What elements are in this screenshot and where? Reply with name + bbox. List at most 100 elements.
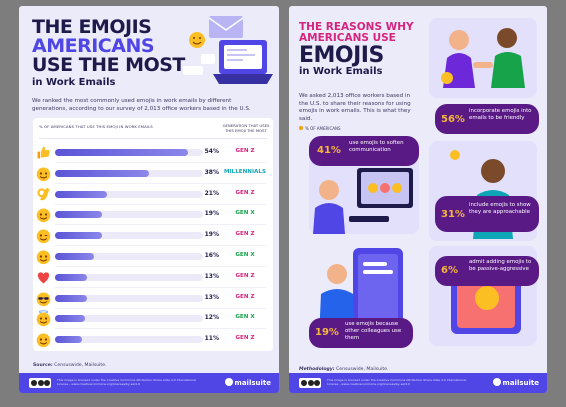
bar-value-label: 12% <box>204 314 219 322</box>
row-divider <box>55 328 267 330</box>
emoji-chart: % OF AMERICANS THAT USE THIS EMOJI IN WO… <box>33 118 273 351</box>
bar-value-label: 13% <box>204 293 219 301</box>
col-header-generation: GENERATION THAT USES THIS EMOJI THE MOST <box>222 123 270 133</box>
bar-track <box>55 294 203 302</box>
right-title-line3: EMOJIS <box>299 43 384 69</box>
winking-face-emoji-icon <box>36 229 51 244</box>
generation-label: MILLENNIALS <box>224 168 266 175</box>
bar-track <box>55 149 203 156</box>
row-divider <box>55 266 267 267</box>
method-text: Censuswide, Mailsuite. <box>336 367 389 372</box>
legend: % OF AMERICANS <box>299 126 341 131</box>
right-infographic: THE REASONS WHY AMERICANS USE EMOJIS in … <box>289 6 547 393</box>
license-text: This image is licensed under the Creativ… <box>327 378 466 386</box>
bar <box>55 294 88 302</box>
bar-value-label: 19% <box>204 210 219 218</box>
chart-row: 38% MILLENNIALS <box>33 163 273 184</box>
cc-license-icon <box>29 378 51 388</box>
bar-track <box>55 336 203 344</box>
bar-value-label: 11% <box>204 335 219 343</box>
bar-track <box>55 253 203 260</box>
sunglasses-face-emoji-icon <box>36 292 51 306</box>
right-title-line2: AMERICANS USE <box>299 32 396 45</box>
bar-value-label: 13% <box>204 272 219 280</box>
row-divider <box>55 307 267 309</box>
reason-pill: 19% use emojis because other colleagues u… <box>309 318 413 348</box>
bar-track <box>55 169 203 177</box>
row-divider <box>55 203 267 205</box>
envelope-icon <box>209 16 243 38</box>
row-divider <box>55 245 267 247</box>
bar <box>55 273 88 281</box>
right-intro: We asked 2,013 office workers based in t… <box>299 93 411 122</box>
left-footer: This image is licensed under the Creativ… <box>19 373 279 393</box>
mailsuite-logo: mailsuite <box>224 378 271 387</box>
left-title-line3: USE THE MOST <box>32 54 185 76</box>
generation-label: GEN Z <box>235 189 255 196</box>
bar <box>55 169 149 177</box>
bar-track <box>55 190 203 198</box>
chart-row: 12% GEN X <box>33 308 273 330</box>
right-title: THE REASONS WHY AMERICANS USE EMOJIS in … <box>299 21 414 78</box>
generation-label: GEN Z <box>235 335 255 342</box>
left-title-line2: AMERICANS <box>32 35 155 57</box>
right-title-line4: in Work Emails <box>299 66 383 78</box>
generation-label: GEN X <box>235 252 255 258</box>
right-footer: This image is licensed under the Creativ… <box>289 373 547 393</box>
methodology: Methodology: Censuswide, Mailsuite. <box>299 367 388 372</box>
chart-row: 13% GEN Z <box>33 267 273 288</box>
left-title: THE EMOJIS AMERICANS USE THE MOST in Wor… <box>32 18 185 88</box>
reason-percent: 6% <box>441 265 458 276</box>
left-intro: We ranked the most commonly used emojis … <box>32 98 251 112</box>
mailsuite-mark-icon <box>224 378 233 386</box>
header-divider <box>39 138 267 139</box>
bar <box>55 190 107 198</box>
left-infographic: THE EMOJIS AMERICANS USE THE MOST in Wor… <box>19 6 279 393</box>
bar-value-label: 21% <box>204 189 219 197</box>
generation-label: GEN X <box>235 210 255 217</box>
generation-label: GEN Z <box>235 293 255 300</box>
chart-row: 19% GEN Z <box>33 225 273 247</box>
reason-text: admit adding emojis to be passive-aggres… <box>469 259 532 273</box>
cc-license-icon <box>299 378 321 388</box>
generation-label: GEN Z <box>235 272 255 279</box>
reason-text: use emojis because other colleagues use … <box>345 321 402 342</box>
mailsuite-logo: mailsuite <box>492 378 539 387</box>
brand-name: mailsuite <box>234 379 271 387</box>
col-header-percent: % OF AMERICANS THAT USE THIS EMOJI IN WO… <box>39 124 153 129</box>
bar <box>55 211 102 219</box>
method-label: Methodology: <box>299 367 335 372</box>
reason-pill: 31% include emojis to show they are appro… <box>435 196 539 232</box>
smiley-icon <box>189 32 205 48</box>
mailsuite-mark-icon <box>492 378 501 386</box>
reason-text: use emojis to soften communication <box>349 140 404 154</box>
bar <box>55 232 102 240</box>
bar-track <box>55 273 203 281</box>
reason-percent: 56% <box>441 114 465 125</box>
left-source: Source: Censuswide, Mailsuite. <box>33 363 107 368</box>
chart-row: 13% GEN Z <box>33 288 273 309</box>
bar-value-label: 19% <box>204 231 219 239</box>
reason-percent: 31% <box>441 209 465 220</box>
bar-value-label: 38% <box>204 168 219 176</box>
chart-row: 16% GEN X <box>33 246 273 267</box>
chart-row: 11% GEN Z <box>33 329 273 350</box>
slightly-smiling-face-emoji-icon <box>36 333 51 348</box>
bar-track <box>55 315 203 323</box>
bar-track <box>55 232 203 240</box>
handshake-illustration <box>429 18 537 98</box>
right-title-line1: THE REASONS WHY <box>299 21 414 33</box>
rolling-on-floor-laughing-emoji-icon <box>36 250 51 265</box>
ok-hand-emoji-icon <box>37 187 50 200</box>
reason-percent: 41% <box>317 145 341 156</box>
bar-value-label: 16% <box>204 252 219 259</box>
chart-row: 19% GEN X <box>33 204 273 226</box>
computer-illustration <box>309 156 419 234</box>
tears-of-joy-emoji-icon <box>36 208 51 223</box>
red-heart-emoji-icon <box>37 272 50 284</box>
license-text: This image is licensed under the Creativ… <box>57 378 196 386</box>
phone-illustration <box>319 248 403 338</box>
bar <box>55 149 189 156</box>
source-label: Source: <box>33 363 53 368</box>
source-text: Censuswide, Mailsuite. <box>54 363 107 368</box>
